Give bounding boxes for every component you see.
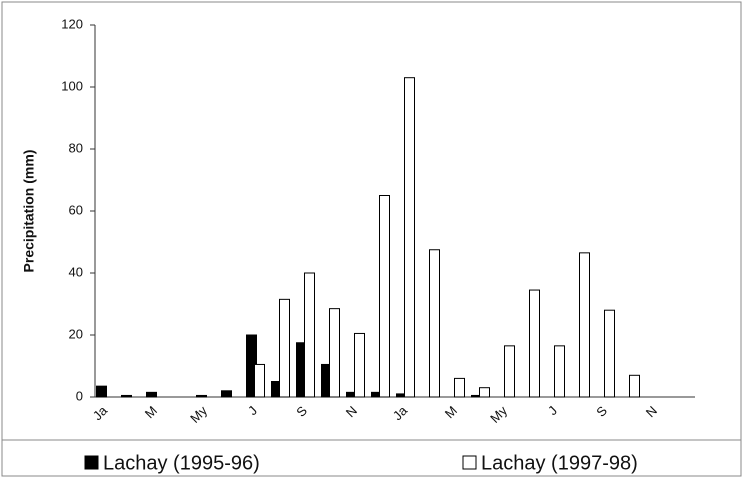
- bar: [96, 385, 107, 398]
- bar: [579, 252, 590, 398]
- bar: [429, 249, 440, 398]
- y-axis-label: Precipitation (mm): [21, 150, 37, 273]
- bar: [504, 345, 515, 398]
- bar: [379, 195, 390, 398]
- y-tick-label: 0: [76, 388, 83, 403]
- bar: [554, 345, 565, 398]
- bar: [604, 309, 615, 398]
- legend-label: Lachay (1995-96): [103, 452, 260, 474]
- y-tick-label: 60: [69, 202, 83, 217]
- bar: [329, 308, 340, 398]
- bar: [354, 332, 365, 398]
- bar: [146, 391, 157, 398]
- bar: [304, 272, 315, 398]
- bar: [254, 363, 265, 398]
- legend-swatch: [462, 455, 477, 470]
- bar: [454, 377, 465, 398]
- bar: [629, 374, 640, 398]
- bar: [404, 77, 415, 398]
- bar: [529, 289, 540, 398]
- bar: [279, 298, 290, 398]
- y-tick-label: 20: [69, 326, 83, 341]
- bar: [196, 394, 207, 398]
- bar: [479, 387, 490, 398]
- y-tick-label: 40: [69, 264, 83, 279]
- y-tick-label: 120: [61, 16, 83, 31]
- y-tick-label: 100: [61, 78, 83, 93]
- y-tick-label: 80: [69, 140, 83, 155]
- legend-label: Lachay (1997-98): [481, 452, 638, 474]
- legend-swatch: [84, 455, 99, 470]
- bar: [121, 394, 132, 398]
- bar: [221, 390, 232, 398]
